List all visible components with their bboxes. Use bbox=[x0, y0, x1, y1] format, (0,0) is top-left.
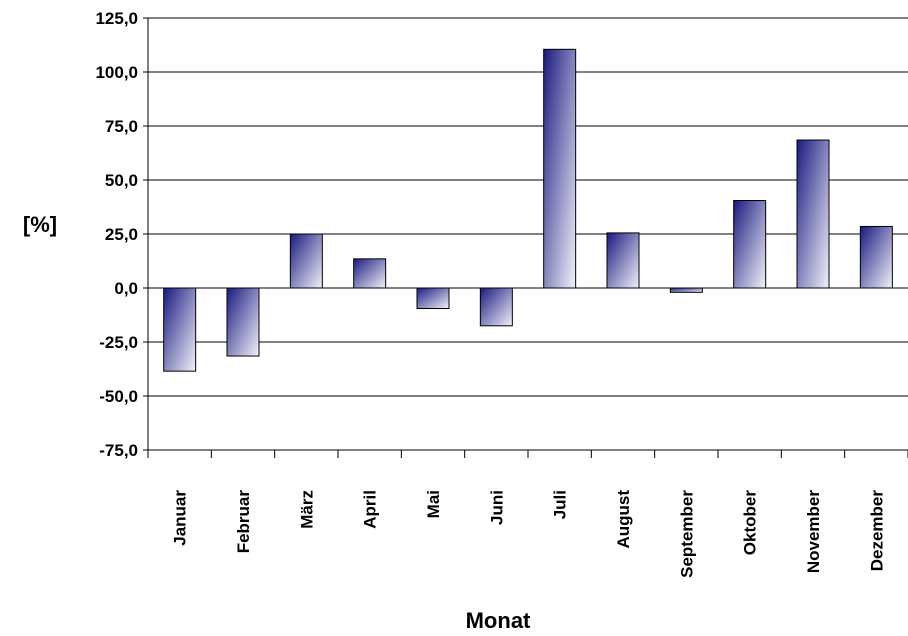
x-tick-label: November bbox=[804, 490, 823, 574]
x-tick-label: Dezember bbox=[867, 490, 886, 572]
bar-november bbox=[796, 139, 830, 289]
bar-juni bbox=[479, 287, 513, 327]
x-tick-labels: Januar Februar März April Mai Juni Juli August S… bbox=[171, 490, 887, 578]
y-tick-label: 100,0 bbox=[95, 63, 138, 82]
x-tick-label: August bbox=[614, 490, 633, 549]
y-axis-label: [%] bbox=[23, 212, 57, 237]
x-tick-label: Februar bbox=[234, 490, 253, 554]
bar-mai bbox=[416, 287, 450, 310]
axes bbox=[143, 17, 908, 458]
y-tick-label: 75,0 bbox=[105, 117, 138, 136]
bar-januar bbox=[163, 287, 197, 372]
bar-oktober bbox=[733, 200, 767, 289]
x-tick-label: Juni bbox=[487, 490, 506, 525]
y-tick-label: -25,0 bbox=[99, 333, 138, 352]
x-tick-label: September bbox=[677, 490, 696, 578]
gridlines bbox=[148, 17, 908, 397]
x-axis-label: Monat bbox=[466, 608, 531, 633]
bar-dezember bbox=[859, 225, 893, 289]
x-tick-label: Oktober bbox=[741, 490, 760, 556]
y-tick-label: 125,0 bbox=[95, 9, 138, 28]
bar-märz bbox=[289, 233, 323, 289]
x-tick-label: Juli bbox=[551, 490, 570, 519]
bar-juli bbox=[543, 48, 577, 289]
x-tick-label: Januar bbox=[171, 490, 190, 546]
x-tick-label: März bbox=[297, 490, 316, 529]
bar-august bbox=[606, 232, 640, 289]
y-tick-labels: 125,0 100,0 75,0 50,0 25,0 0,0 -25,0 -50,0 -75,0 bbox=[95, 9, 138, 460]
y-tick-label: 25,0 bbox=[105, 225, 138, 244]
x-tick-label: Mai bbox=[424, 490, 443, 518]
y-tick-label: 50,0 bbox=[105, 171, 138, 190]
bar-april bbox=[353, 258, 387, 289]
bar-september bbox=[669, 287, 703, 293]
y-tick-label: 0,0 bbox=[114, 279, 138, 298]
bars bbox=[163, 48, 893, 372]
y-tick-label: -75,0 bbox=[99, 441, 138, 460]
x-tick-label: April bbox=[361, 490, 380, 529]
y-tick-label: -50,0 bbox=[99, 387, 138, 406]
bar-februar bbox=[226, 287, 260, 357]
